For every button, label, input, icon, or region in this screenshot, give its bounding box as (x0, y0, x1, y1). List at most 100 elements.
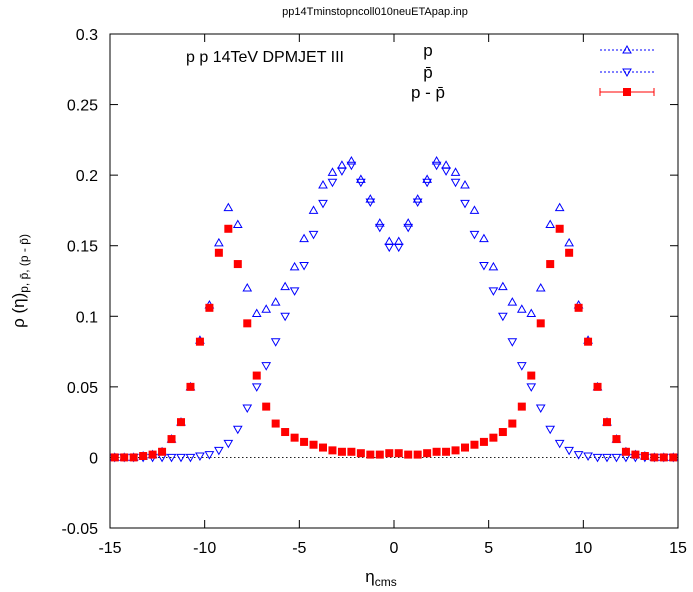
data-point (337, 160, 347, 169)
data-point (365, 198, 376, 207)
data-point (640, 452, 649, 461)
x-tick-label: 10 (574, 540, 592, 557)
data-point (450, 178, 461, 188)
data-point (650, 453, 659, 462)
y-tick-label: 0 (89, 450, 98, 467)
data-point (176, 453, 186, 463)
data-point (347, 447, 356, 456)
x-tick-label: 5 (484, 540, 493, 557)
data-point (565, 248, 574, 257)
legend-label: p̄ (423, 63, 432, 82)
data-point (251, 308, 262, 317)
data-point (374, 218, 385, 227)
data-point (583, 452, 593, 462)
data-point (270, 338, 281, 347)
x-axis-label: ηcms (365, 567, 396, 589)
legend-label: p (423, 41, 432, 60)
legend-marker (622, 68, 632, 78)
data-point (327, 178, 338, 188)
data-point (573, 451, 584, 460)
annotation: p p 14TeV DPMJET III (186, 49, 344, 66)
data-point (243, 319, 252, 328)
data-point (242, 404, 253, 414)
data-point (233, 260, 242, 269)
data-points (109, 156, 679, 463)
data-point (507, 338, 518, 347)
x-tick-label: 15 (669, 540, 687, 557)
data-point (574, 303, 583, 312)
plot-frame (109, 33, 679, 529)
data-point (621, 447, 630, 456)
data-point (262, 402, 271, 411)
data-point (461, 443, 469, 452)
data-point (129, 453, 138, 462)
series-1 (109, 156, 679, 461)
legend-marker (622, 44, 632, 54)
axis-ticks (109, 33, 679, 529)
data-point (346, 161, 357, 171)
data-point (526, 383, 537, 392)
data-point (177, 418, 185, 427)
x-tick-label: 0 (390, 540, 399, 557)
data-point (535, 404, 546, 414)
data-point (393, 236, 404, 245)
data-point (158, 447, 167, 456)
data-point (431, 156, 442, 165)
data-point (669, 453, 678, 462)
data-point (318, 199, 328, 209)
x-tick-label: -10 (193, 540, 216, 557)
data-point (498, 428, 507, 437)
data-point (403, 223, 414, 233)
data-point (223, 202, 234, 212)
data-point (404, 450, 413, 459)
data-point (592, 453, 603, 463)
data-point (280, 312, 290, 322)
data-point (498, 312, 508, 322)
legend: p p̄p - p̄ (411, 41, 655, 102)
data-point (612, 435, 621, 444)
data-point (309, 440, 318, 449)
data-point (251, 383, 262, 392)
data-point (394, 449, 403, 458)
y-tick-label: 0.1 (76, 309, 98, 326)
data-point (536, 319, 545, 328)
x-tick-label: -15 (98, 540, 121, 557)
y-tick-label: -0.05 (62, 521, 99, 538)
data-point (337, 447, 346, 456)
data-point (412, 198, 423, 207)
data-point (214, 237, 224, 247)
data-point (393, 243, 404, 253)
data-point (261, 362, 272, 371)
data-point (488, 287, 499, 296)
data-point (232, 425, 243, 435)
data-point (470, 440, 479, 449)
x-tick-label: -5 (292, 540, 306, 557)
data-point (214, 446, 224, 456)
data-point (555, 224, 564, 233)
y-axis-label: ρ (η)p, p̄, (p - p̄) (9, 234, 31, 328)
data-point (308, 230, 319, 240)
data-point (384, 236, 395, 245)
y-axis-label-subscript: p, p̄, (p - p̄) (17, 234, 31, 293)
data-point (328, 446, 337, 455)
data-point (469, 230, 480, 240)
data-point (489, 433, 498, 442)
data-point (432, 447, 441, 456)
data-point (564, 237, 574, 247)
data-point (584, 337, 593, 346)
data-point (564, 446, 574, 456)
data-point (356, 449, 365, 458)
data-point (535, 283, 546, 292)
data-point (148, 450, 157, 459)
data-point (403, 218, 414, 227)
data-point (166, 453, 177, 463)
data-point (508, 419, 517, 428)
data-point (299, 233, 309, 243)
data-point (346, 156, 357, 165)
data-point (516, 304, 527, 313)
series-3 (110, 224, 678, 462)
data-point (441, 167, 451, 176)
data-point (374, 223, 385, 233)
data-point (413, 450, 422, 459)
